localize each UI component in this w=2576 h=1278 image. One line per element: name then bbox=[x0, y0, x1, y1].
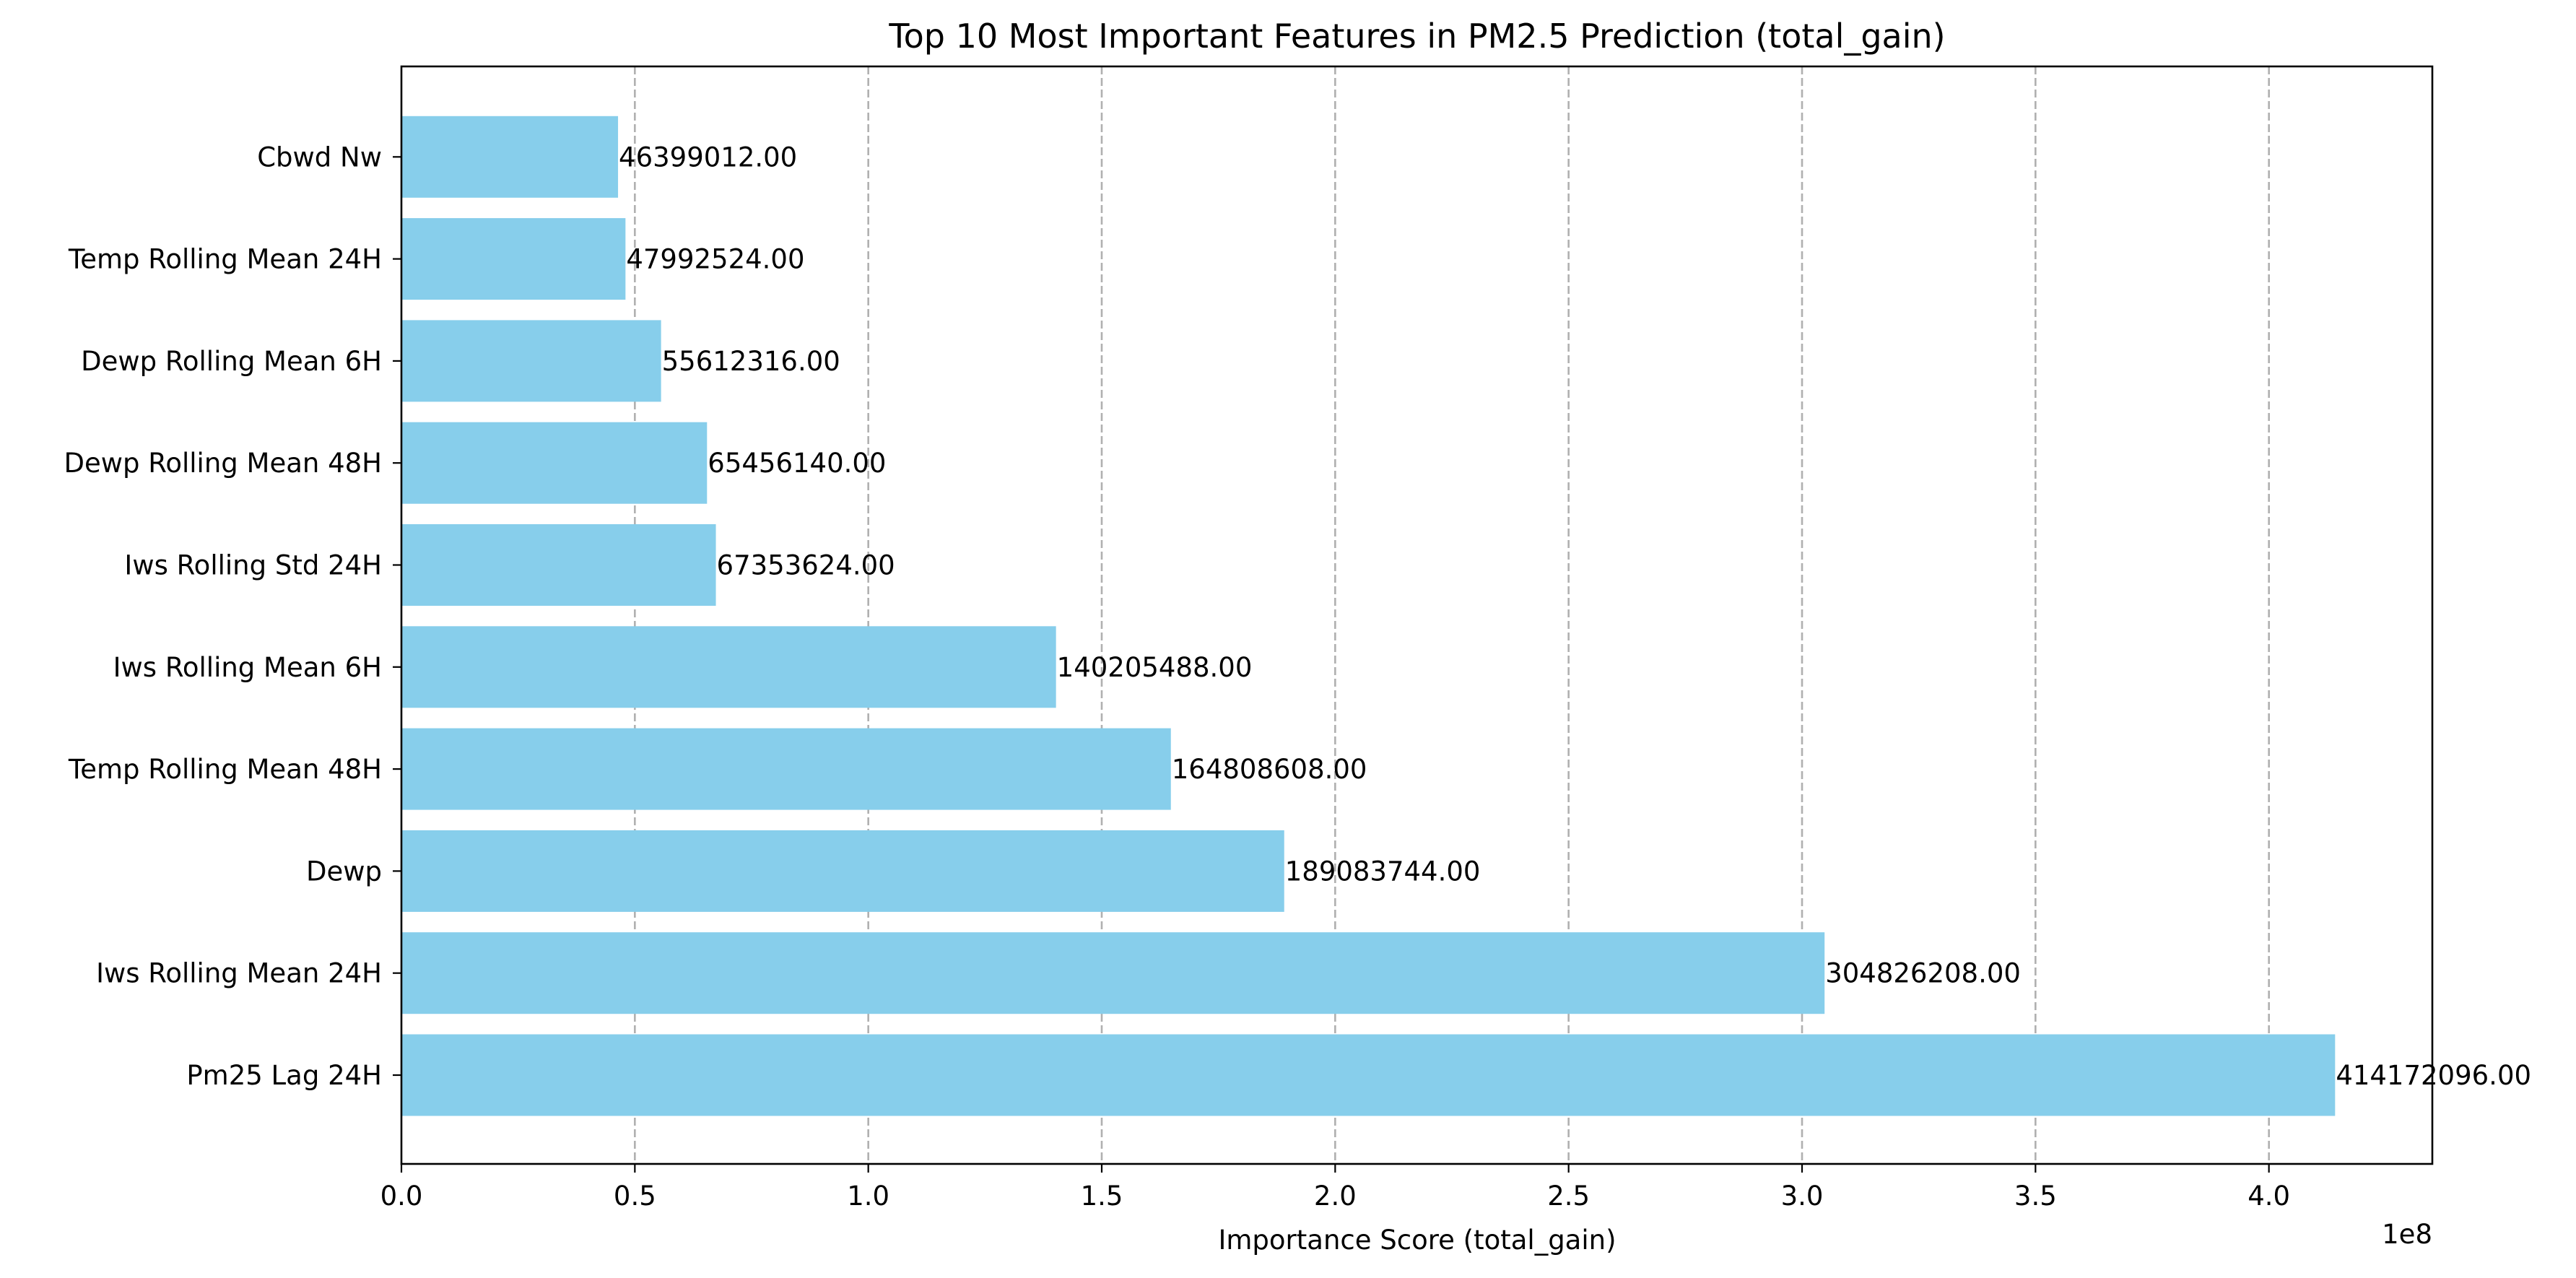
bar-value-label: 304826208.00 bbox=[1825, 958, 2021, 989]
x-axis-ticks: 0.0 0.5 1.0 1.5 2.0 2.5 3.0 3.5 4.0 bbox=[380, 1164, 2290, 1212]
x-tick-label: 4.0 bbox=[2248, 1181, 2290, 1212]
bar bbox=[401, 932, 1825, 1014]
bar bbox=[401, 116, 619, 198]
x-tick-label: 1.5 bbox=[1081, 1181, 1123, 1212]
bar-value-label: 414172096.00 bbox=[2336, 1060, 2531, 1091]
y-tick-label: Temp Rolling Mean 24H bbox=[68, 244, 382, 275]
bar-value-label: 47992524.00 bbox=[626, 244, 804, 275]
y-axis-ticks: Pm25 Lag 24H Iws Rolling Mean 24H Dewp Temp… bbox=[64, 142, 401, 1091]
y-tick-label: Iws Rolling Std 24H bbox=[124, 550, 382, 581]
bar bbox=[401, 422, 708, 504]
y-tick-label: Pm25 Lag 24H bbox=[186, 1060, 382, 1091]
x-tick-label: 0.5 bbox=[614, 1181, 656, 1212]
bar bbox=[401, 830, 1284, 912]
x-tick-label: 2.0 bbox=[1314, 1181, 1357, 1212]
plot-frame bbox=[400, 65, 2434, 1165]
bar bbox=[401, 320, 661, 402]
bar-value-label: 164808608.00 bbox=[1172, 754, 1367, 785]
x-tick-label: 2.5 bbox=[1547, 1181, 1590, 1212]
bar bbox=[401, 728, 1171, 810]
y-tick-label: Iws Rolling Mean 24H bbox=[96, 958, 382, 989]
x-tick-label: 3.5 bbox=[2014, 1181, 2057, 1212]
bars bbox=[401, 116, 2336, 1116]
bar bbox=[401, 1034, 2336, 1116]
x-tick-label: 0.0 bbox=[380, 1181, 423, 1212]
bar-value-label: 140205488.00 bbox=[1057, 652, 1253, 683]
chart-title: Top 10 Most Important Features in PM2.5 … bbox=[888, 17, 1945, 56]
y-tick-label: Dewp Rolling Mean 48H bbox=[64, 448, 382, 479]
bar-value-labels: 414172096.00 304826208.00 189083744.00 1648… bbox=[619, 142, 2531, 1091]
y-tick-label: Dewp bbox=[306, 856, 382, 887]
y-tick-label: Temp Rolling Mean 48H bbox=[68, 754, 382, 785]
bar bbox=[401, 524, 716, 606]
x-tick-label: 1.0 bbox=[847, 1181, 889, 1212]
x-axis-label: Importance Score (total_gain) bbox=[1218, 1225, 1616, 1256]
x-axis-offset-text: 1e8 bbox=[2382, 1219, 2432, 1250]
y-tick-label: Iws Rolling Mean 6H bbox=[113, 652, 382, 683]
bar bbox=[401, 626, 1056, 708]
bar-value-label: 65456140.00 bbox=[708, 448, 886, 479]
bar-value-label: 189083744.00 bbox=[1285, 856, 1481, 887]
bar-value-label: 55612316.00 bbox=[662, 346, 840, 377]
bar-value-label: 46399012.00 bbox=[619, 142, 797, 173]
y-tick-label: Dewp Rolling Mean 6H bbox=[81, 346, 382, 377]
x-tick-label: 3.0 bbox=[1781, 1181, 1824, 1212]
y-tick-label: Cbwd Nw bbox=[257, 142, 382, 173]
bar bbox=[401, 218, 626, 300]
bar-value-label: 67353624.00 bbox=[717, 550, 895, 581]
